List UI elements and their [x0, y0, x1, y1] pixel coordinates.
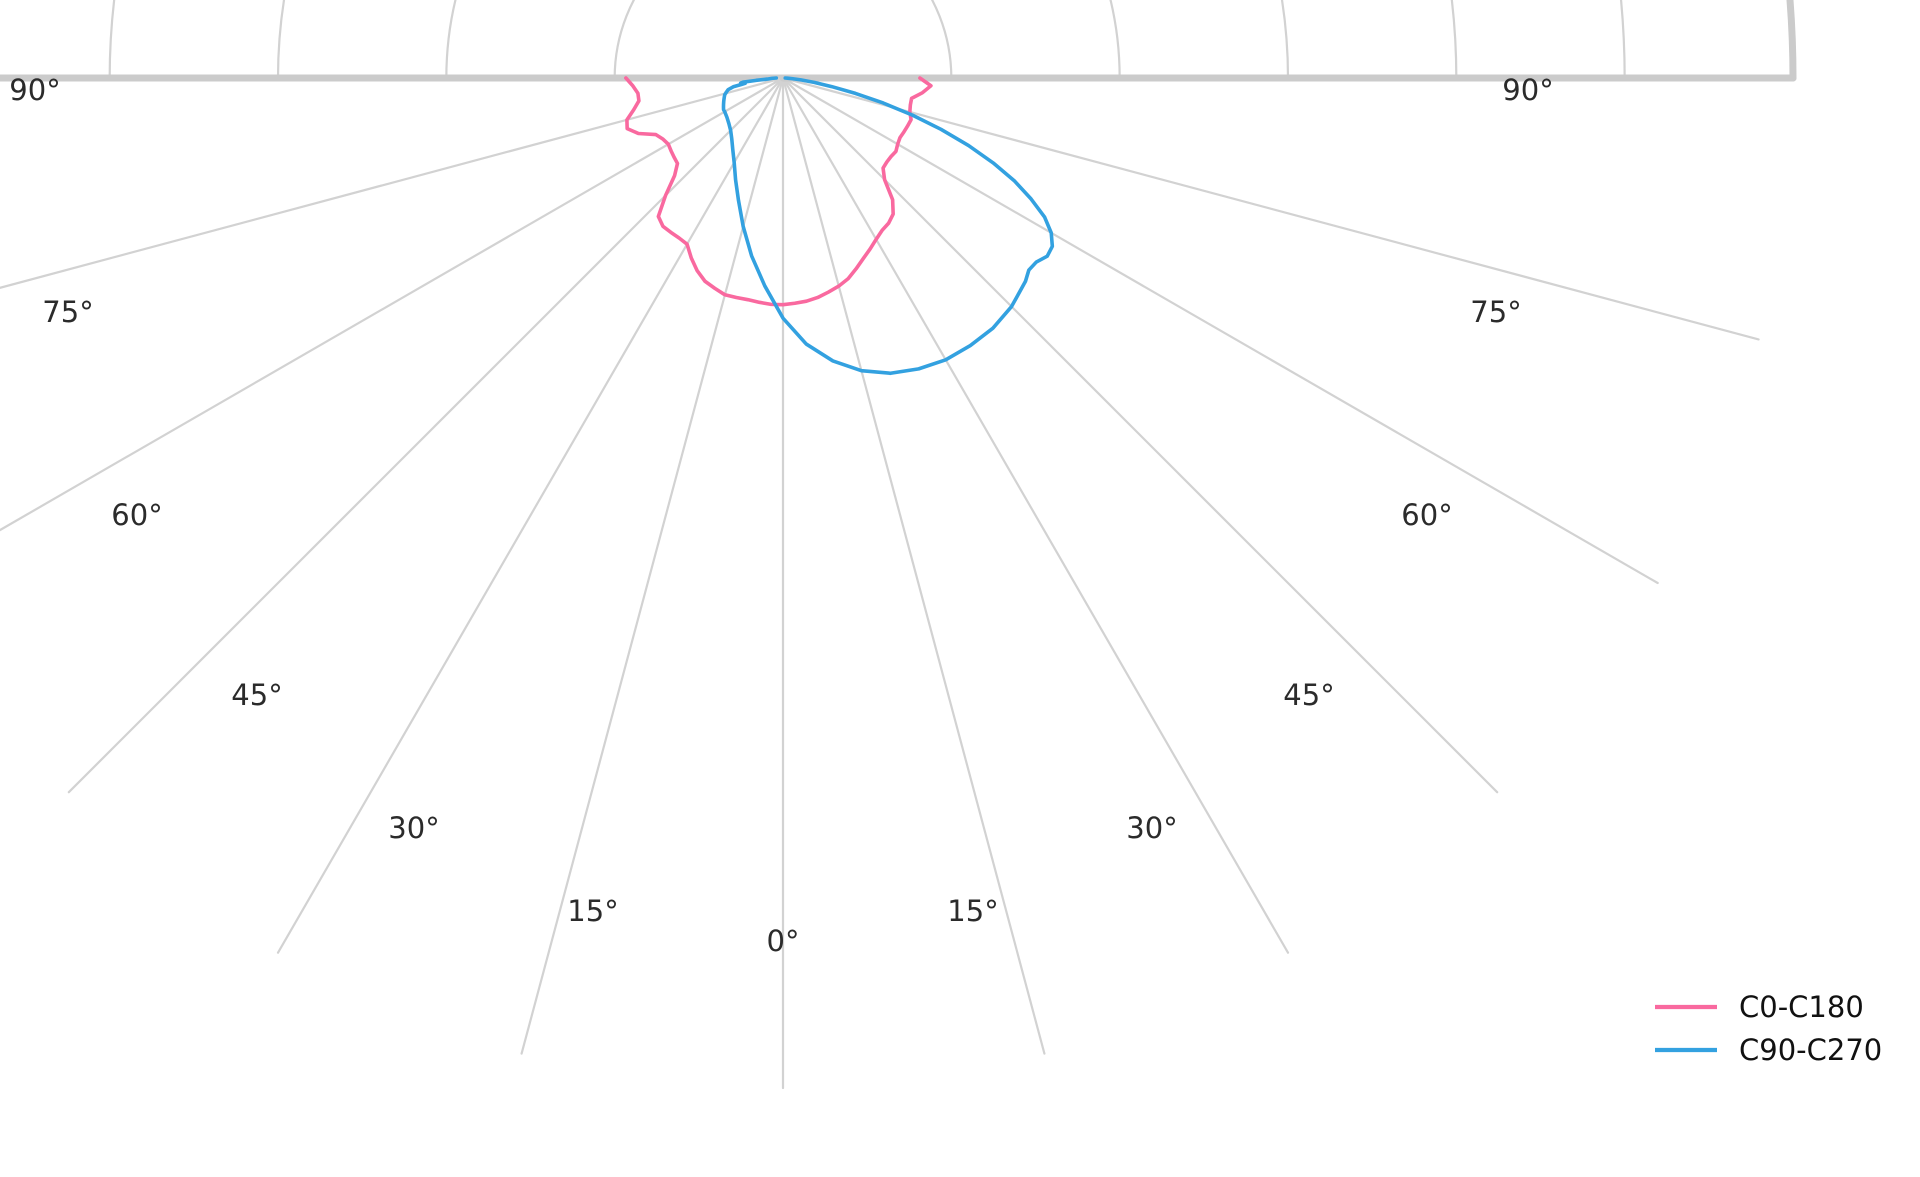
- legend-label-0[interactable]: C0-C180: [1739, 990, 1864, 1024]
- grid-spoke--15: [520, 76, 785, 1055]
- radial-tick-label-right-0: 90°: [1502, 73, 1553, 107]
- radial-tick-label-left-5: 15°: [567, 894, 618, 928]
- legend-label-1[interactable]: C90-C270: [1739, 1033, 1882, 1067]
- series-layer: [624, 76, 1055, 376]
- grid-spoke-60: [781, 76, 1659, 585]
- grid-spoke--30: [276, 76, 785, 954]
- series-curve-c0-c180: [624, 76, 933, 307]
- radial-tick-label-left-0: 90°: [9, 73, 60, 107]
- legend-layer[interactable]: C0-C180 C90-C270: [1655, 990, 1882, 1067]
- grid-spoke--45: [67, 76, 785, 794]
- grid-spoke-30: [781, 76, 1290, 954]
- radial-tick-label-left-4: 30°: [388, 811, 439, 845]
- radial-tick-label-right-1: 75°: [1470, 295, 1521, 329]
- radial-tick-label-left-1: 75°: [42, 295, 93, 329]
- grid-ring-15: [1619, 0, 1626, 80]
- grid-ring-45: [276, 0, 1290, 80]
- grid-spoke-45: [781, 76, 1499, 794]
- grid-spoke-15: [781, 76, 1046, 1055]
- radial-tick-label-right-5: 15°: [947, 894, 998, 928]
- grid-ring-0: [1786, 0, 1797, 82]
- radial-tick-label-right-4: 30°: [1126, 811, 1177, 845]
- grid-ring-30: [108, 0, 1458, 80]
- radial-tick-label-right-3: 45°: [1283, 678, 1334, 712]
- radial-tick-label-center: 0°: [767, 924, 800, 958]
- radial-tick-label-left-3: 45°: [231, 678, 282, 712]
- series-curve-c90-c270: [721, 76, 1055, 376]
- tick-label-layer: 90° 75° 60° 45° 30° 15° 90° 75° 60° 45° 30° 15° 0°: [9, 73, 1553, 958]
- grid-layer: [0, 0, 1797, 1090]
- radial-tick-label-left-2: 60°: [111, 498, 162, 532]
- grid-spoke--75: [0, 76, 785, 289]
- grid-spoke--60: [0, 76, 785, 532]
- radial-tick-label-right-2: 60°: [1401, 498, 1452, 532]
- grid-ring-75: [613, 0, 953, 80]
- grid-spoke-75: [781, 76, 1760, 341]
- grid-ring-60: [445, 0, 1121, 80]
